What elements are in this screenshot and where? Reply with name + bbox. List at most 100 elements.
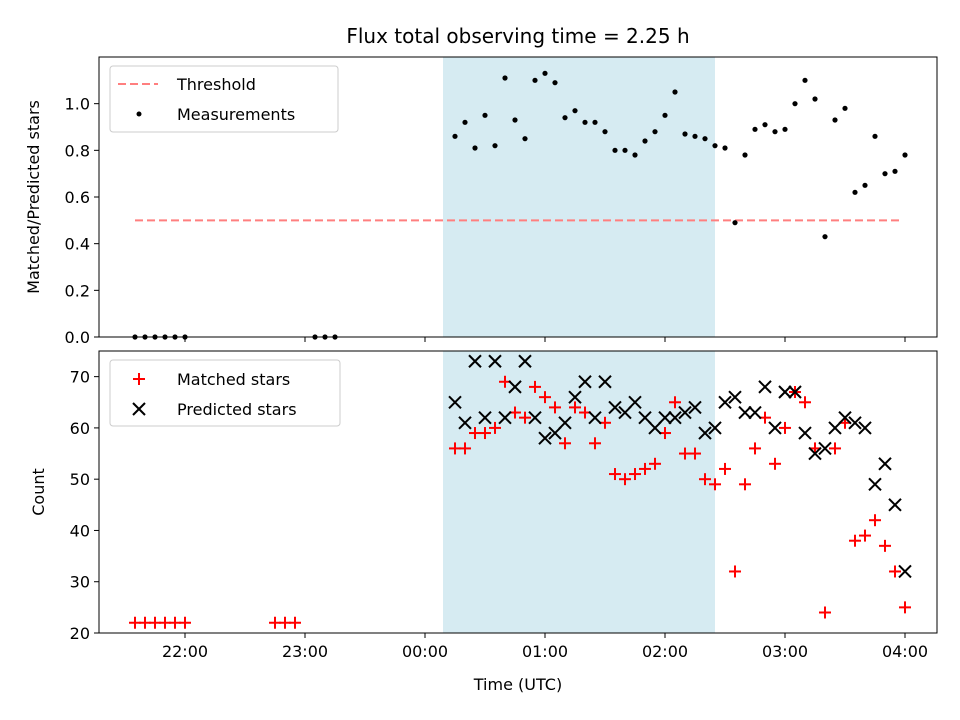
measurement-point [822,234,828,240]
measurement-point [832,117,838,123]
measurement-point [672,89,678,95]
matched-point [769,457,781,470]
y-tick-label: 1.0 [65,95,90,114]
matched-point [729,565,741,578]
y-tick-label: 60 [70,419,90,438]
matched-point [479,427,491,440]
predicted-point [498,410,512,425]
measurement-point [842,105,848,111]
panel-count: 20 30 40 50 60 70 22:00 23:00 00:00 01:00 02:00 03… [29,350,938,694]
top-legend: Threshold Measurements [109,65,339,133]
measurement-point [862,182,868,188]
y-tick-label: 0.6 [65,188,90,207]
y-tick-label: 0.2 [65,281,90,300]
predicted-point [578,375,592,389]
measurement-point [882,171,888,177]
matched-point [709,478,721,491]
measurement-point [692,133,698,139]
measurement-point [482,112,488,118]
measurement-point [712,143,718,149]
predicted-point [778,385,792,399]
y-tick-label: 0.4 [65,235,90,254]
bottom-y-axis-label: Count [29,468,48,516]
measurement-point [592,119,598,125]
measurement-point [562,115,568,121]
predicted-point [898,564,912,579]
chart-title: Flux total observing time = 2.25 h [346,24,689,48]
predicted-point [798,426,812,440]
predicted-point [568,390,582,404]
measurement-point [892,168,898,174]
predicted-point [628,395,642,409]
matched-point [859,529,871,542]
matched-point [869,514,881,527]
legend-threshold-label: Threshold [176,75,256,94]
measurement-point [472,145,478,151]
x-tick-label: 01:00 [522,642,568,661]
matched-point [619,473,631,486]
predicted-point [508,380,522,394]
predicted-point [768,421,782,435]
measurement-point [632,152,638,158]
measurement-point [652,129,658,135]
y-tick-label: 30 [70,573,90,592]
matched-point [689,447,701,460]
predicted-point [648,421,662,435]
predicted-point [558,416,572,430]
measurement-point [792,101,798,107]
matched-point [459,442,471,455]
predicted-point [518,354,532,368]
x-axis-label: Time (UTC) [473,675,562,694]
predicted-point [638,410,652,425]
matched-point [749,442,761,455]
panel-ratio: 0.0 0.2 0.4 0.6 0.8 1.0 Matched/Predicted sta… [24,56,938,347]
measurement-point [452,133,458,139]
predicted-point [808,446,822,461]
predicted-point [848,416,862,430]
y-tick-label: 0.8 [65,141,90,160]
x-tick-label: 00:00 [402,642,448,661]
matched-point [879,539,891,552]
matched-point [899,601,911,614]
predicted-point [708,421,722,435]
measurement-point [852,189,858,195]
measurement-point [732,220,738,226]
predicted-point [758,380,772,394]
measurement-point [902,152,908,158]
predicted-point [868,477,882,492]
measurement-point [552,80,558,86]
matched-point [639,462,651,475]
measurement-point [502,75,508,81]
predicted-point [468,354,482,368]
measurement-point [682,131,688,137]
matched-point [719,462,731,475]
matched-point [699,473,711,486]
measurement-point [522,136,528,142]
predicted-point [818,441,832,456]
matched-point [649,457,661,470]
measurement-point [572,108,578,114]
measurement-point [582,119,588,125]
matched-point [669,396,681,409]
predicted-point [478,410,492,425]
measurement-point [762,122,768,128]
measurement-point [642,138,648,144]
matched-point [609,468,621,481]
x-tick-label: 22:00 [162,642,208,661]
predicted-point [748,405,762,420]
measurement-point [532,77,538,83]
legend-measurements-swatch [136,111,142,117]
top-y-axis-label: Matched/Predicted stars [24,100,43,294]
matched-point [539,391,551,404]
measurement-point [812,96,818,102]
legend-measurements-label: Measurements [177,105,295,124]
x-tick-label: 02:00 [642,642,688,661]
predicted-point [608,400,622,415]
measurement-point [752,126,758,132]
predicted-point [858,421,872,435]
predicted-point [658,410,672,425]
measurement-point [772,129,778,135]
predicted-point [878,457,892,471]
measurement-point [782,126,788,132]
